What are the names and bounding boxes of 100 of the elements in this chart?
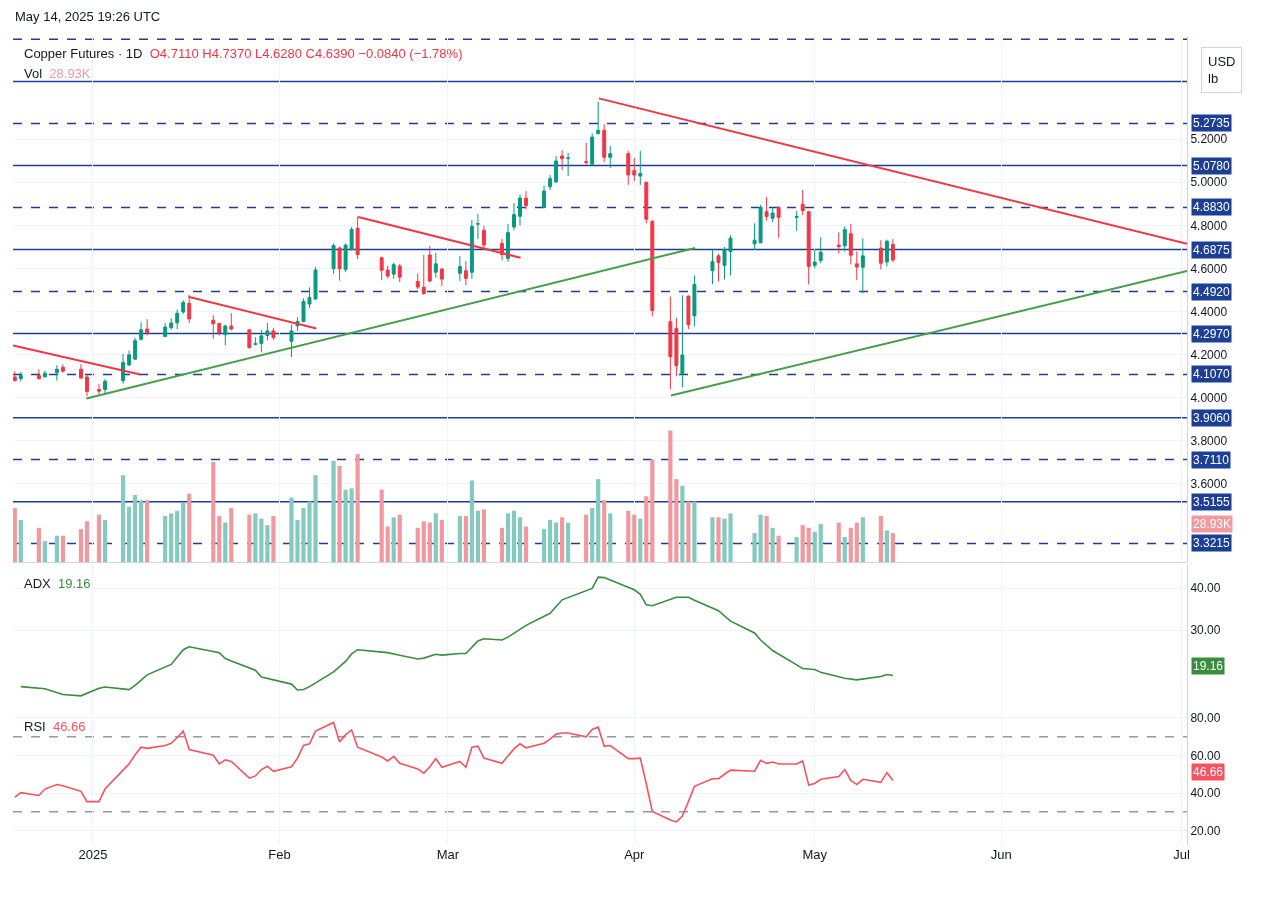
bar	[247, 514, 252, 562]
text: 28.93K	[1193, 517, 1232, 531]
bar	[854, 522, 859, 562]
candlestick	[884, 239, 889, 267]
bar	[644, 496, 649, 562]
bar	[560, 517, 565, 562]
candlestick	[860, 237, 865, 295]
bar	[343, 489, 348, 562]
ref-line-label: 3.3215	[1193, 536, 1231, 550]
bar	[126, 506, 132, 562]
candlestick	[13, 370, 17, 382]
candlestick	[512, 202, 516, 231]
candlestick	[97, 383, 101, 395]
x-tick-label: Jun	[990, 847, 1012, 862]
chart-title: Vol	[24, 66, 43, 81]
candlestick	[481, 225, 486, 250]
bar	[800, 525, 805, 562]
ref-line-label: 5.2735	[1193, 116, 1231, 130]
candlestick	[379, 256, 384, 281]
bar	[187, 493, 192, 562]
bar	[13, 508, 17, 562]
bar	[608, 513, 613, 562]
candlestick	[794, 210, 799, 232]
candlestick	[463, 260, 468, 286]
candlestick	[668, 296, 673, 390]
candlestick	[632, 157, 637, 182]
bar	[433, 513, 438, 562]
annotation: O4.7110 H4.7370 L4.6280 C4.6390 −0.0840 (−1.78%)	[149, 46, 463, 61]
candlestick	[806, 210, 811, 285]
bar	[890, 533, 895, 562]
bar	[680, 485, 685, 562]
candlestick	[776, 205, 781, 239]
bar	[590, 508, 595, 562]
candlestick	[554, 155, 559, 184]
candlestick	[271, 327, 276, 341]
bar	[499, 527, 505, 562]
candlestick	[680, 294, 685, 389]
ref-line-label: 5.0780	[1193, 159, 1231, 173]
x-tick-label: May	[802, 847, 828, 862]
bar	[806, 527, 811, 562]
bar	[517, 517, 523, 562]
bar	[415, 527, 420, 562]
bar	[602, 500, 607, 562]
bar	[84, 521, 90, 562]
candlestick	[85, 374, 89, 397]
bar	[584, 514, 589, 562]
x-tick-label: Apr	[624, 847, 646, 862]
bar	[632, 514, 637, 562]
bar	[349, 488, 354, 562]
y-tick-label: 40.00	[1190, 786, 1221, 801]
bar	[674, 479, 679, 562]
bar	[812, 531, 817, 562]
bar	[650, 459, 655, 562]
x-tick-label: 2025	[78, 847, 108, 862]
bar	[692, 501, 697, 562]
bar	[848, 527, 853, 562]
bar	[78, 529, 84, 562]
candlestick	[770, 206, 775, 223]
chart-subtitle: May 14, 2025 19:26 UTC	[15, 9, 161, 24]
candlestick	[439, 267, 444, 287]
bar	[770, 527, 775, 562]
y-tick-label: 60.00	[1190, 748, 1221, 763]
bar	[878, 515, 883, 562]
candlestick	[542, 185, 547, 209]
candlestick	[337, 246, 342, 282]
text: 28.93K	[49, 66, 91, 81]
candlestick	[223, 324, 228, 346]
bar	[139, 500, 144, 562]
candlestick	[638, 150, 643, 186]
x-tick-label: Jul	[1173, 847, 1191, 862]
y-tick-label: 4.6000	[1190, 261, 1228, 276]
bar	[842, 537, 847, 562]
y-tick-label: 3.8000	[1190, 433, 1228, 448]
candlestick	[878, 239, 883, 270]
bar	[596, 479, 601, 562]
candlestick	[764, 196, 769, 222]
y-tick-label: 4.4000	[1190, 304, 1228, 319]
bar	[860, 517, 865, 562]
bar	[439, 519, 444, 562]
bar	[686, 501, 691, 562]
bar	[836, 522, 841, 562]
candlestick	[127, 350, 132, 367]
bar	[60, 535, 66, 562]
candlestick	[566, 152, 571, 177]
bar	[511, 510, 517, 562]
bar	[776, 535, 781, 562]
candlestick	[391, 262, 396, 280]
text: Copper Futures · 1D	[24, 46, 143, 61]
bar	[337, 466, 342, 562]
candlestick	[469, 219, 474, 280]
candlestick	[169, 317, 174, 331]
candlestick	[397, 263, 402, 283]
text: ADX	[24, 576, 52, 591]
candlestick	[385, 265, 390, 279]
candlestick	[848, 223, 853, 265]
bar	[181, 502, 186, 562]
bar	[457, 515, 462, 562]
bar	[427, 522, 432, 562]
bar	[794, 537, 799, 562]
bar	[523, 526, 529, 562]
